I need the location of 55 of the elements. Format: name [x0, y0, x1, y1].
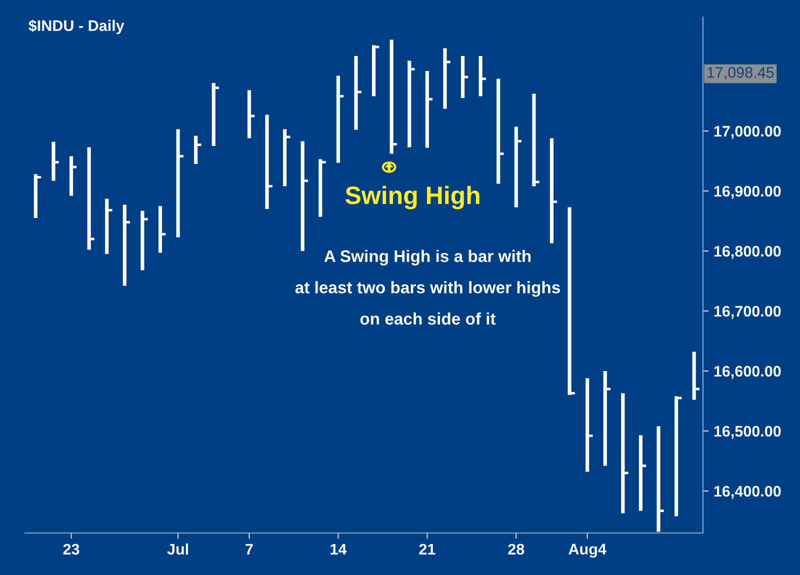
bar [550, 138, 554, 244]
x-tick-label: 21 [419, 544, 436, 554]
text: 17,098.45 [708, 67, 774, 80]
y-tick-label: 16,900.00 [714, 186, 781, 199]
bar [568, 207, 572, 395]
y-tick-label: 17,000.00 [714, 126, 781, 139]
bar [638, 435, 642, 511]
bar [460, 56, 465, 98]
bar [532, 94, 536, 186]
bar [194, 136, 198, 164]
chart-title: $INDU - Daily [28, 20, 124, 34]
bar [621, 393, 625, 514]
bar [692, 352, 696, 400]
annotation: Swing High [345, 186, 480, 210]
bar [603, 371, 607, 466]
bar [674, 396, 678, 516]
x-tick-label: 7 [246, 544, 253, 554]
bar [69, 156, 74, 196]
bar [336, 76, 340, 163]
bar [443, 48, 447, 109]
y-tick-label: 16,400.00 [714, 486, 781, 499]
bar [176, 129, 180, 238]
bar [212, 83, 216, 146]
bar [52, 142, 56, 181]
annotation: A Swing High is a bar with at least two bars with lower highs on each side of it [295, 250, 560, 325]
bar [425, 71, 429, 148]
bar [247, 90, 251, 138]
bar [300, 141, 304, 251]
bar [34, 174, 38, 218]
bar [372, 45, 376, 96]
bar [122, 204, 126, 286]
x-tick-label: Jul [167, 543, 188, 555]
bar [87, 147, 91, 250]
bar [478, 56, 482, 96]
bar [140, 210, 144, 270]
bar [514, 126, 518, 208]
bar [283, 129, 287, 186]
bar [586, 378, 590, 472]
y-tick-label: 16,800.00 [714, 246, 781, 259]
x-tick-label: 23 [63, 544, 80, 555]
bar [656, 426, 660, 532]
bar [496, 78, 500, 184]
bar [408, 60, 412, 148]
bar [318, 159, 322, 217]
y-tick-label: 16,700.00 [714, 306, 781, 319]
bar [105, 198, 109, 254]
x-tick-label: Aug4 [568, 544, 606, 558]
bar [354, 56, 358, 130]
bar [158, 206, 162, 253]
y-tick-label: 16,600.00 [714, 366, 781, 379]
x-tick-label: 28 [508, 544, 524, 555]
x-tick-label: 14 [330, 544, 347, 554]
y-tick-label: 16,500.00 [714, 426, 781, 439]
bar [265, 114, 269, 209]
bar [390, 40, 394, 154]
